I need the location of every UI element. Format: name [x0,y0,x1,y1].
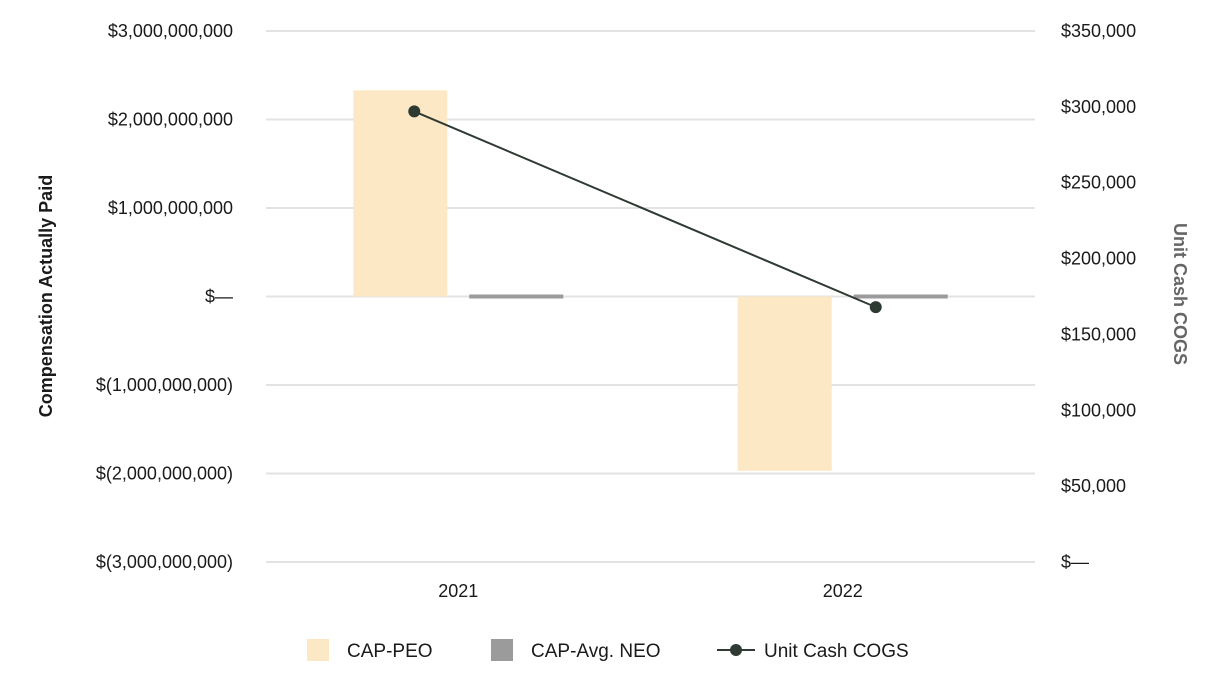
right-tick-label: $50,000 [1061,476,1126,496]
right-tick-label: $250,000 [1061,173,1136,193]
left-tick-label: $3,000,000,000 [108,21,233,41]
right-axis-title: Unit Cash COGS [1170,223,1190,365]
right-axis-ticks: $350,000 $300,000 $250,000 $200,000 $150,000… [1061,21,1136,572]
unit-cash-cogs-line [408,105,882,314]
bar-cap-avg-neo-2022 [853,294,948,299]
x-tick-label: 2022 [823,581,863,601]
right-tick-label: $350,000 [1061,21,1136,41]
left-tick-label: $— [205,287,233,307]
left-tick-label: $(1,000,000,000) [96,375,233,395]
legend-label-cap-peo: CAP-PEO [347,641,433,662]
bar-cap-peo-2022 [737,296,832,471]
legend-label-unit-cash-cogs: Unit Cash COGS [764,641,909,662]
right-tick-label: $300,000 [1061,97,1136,117]
legend-label-cap-avg-neo: CAP-Avg. NEO [531,641,661,662]
bar-cap-peo-2021 [353,90,448,297]
legend-swatch-cap-avg-neo [491,639,513,661]
bars [353,90,948,471]
line-path [413,110,877,309]
right-tick-label: $150,000 [1061,324,1136,344]
left-tick-label: $1,000,000,000 [108,198,233,218]
right-tick-label: $— [1061,552,1089,572]
line-point-2022 [869,301,882,314]
x-tick-label: 2021 [438,581,478,601]
bar-cap-avg-neo-2021 [469,294,564,299]
legend: CAP-PEO CAP-Avg. NEO Unit Cash COGS [307,639,909,662]
legend-swatch-marker-unit-cash-cogs [730,644,742,656]
right-tick-label: $100,000 [1061,400,1136,420]
legend-swatch-cap-peo [307,639,329,661]
left-tick-label: $2,000,000,000 [108,110,233,130]
left-tick-label: $(3,000,000,000) [96,552,233,572]
right-tick-label: $200,000 [1061,249,1136,269]
left-axis-ticks: $3,000,000,000 $2,000,000,000 $1,000,000,0… [96,21,233,572]
left-tick-label: $(2,000,000,000) [96,464,233,484]
line-point-2021 [408,105,421,118]
x-axis-ticks: 2021 2022 [438,581,863,601]
left-axis-title: Compensation Actually Paid [36,175,56,417]
